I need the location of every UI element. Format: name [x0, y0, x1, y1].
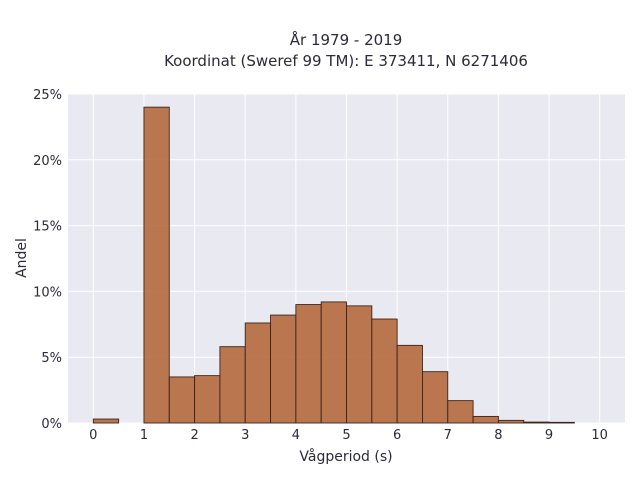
- bars: [92, 106, 575, 424]
- x-axis-label: Vågperiod (s): [299, 448, 392, 465]
- histogram-bar: [497, 419, 525, 424]
- y-axis-label: Andel: [14, 238, 30, 278]
- x-tick-label: 9: [545, 428, 553, 443]
- histogram-bar: [422, 371, 449, 424]
- x-tick-label: 2: [190, 428, 198, 443]
- histogram-bar: [472, 415, 499, 424]
- histogram-bar: [270, 314, 297, 424]
- histogram-bar: [371, 318, 398, 424]
- histogram-bar: [396, 344, 423, 424]
- histogram-bar: [92, 418, 120, 424]
- x-tick-label: 3: [241, 428, 249, 443]
- histogram-bar: [143, 106, 170, 424]
- x-tick-label: 7: [444, 428, 452, 443]
- x-tick-label: 4: [292, 428, 300, 443]
- histogram-bar: [295, 304, 322, 424]
- histogram-bar: [346, 305, 373, 424]
- x-tick-label: 6: [393, 428, 401, 443]
- y-tick-label: 15%: [33, 220, 62, 235]
- y-tick-label: 20%: [33, 154, 62, 169]
- x-tick-label: 8: [494, 428, 502, 443]
- x-tick-label: 0: [89, 428, 97, 443]
- y-tick-labels: 0% 5% 10% 15% 20% 25%: [33, 88, 62, 432]
- histogram-bar: [447, 400, 474, 424]
- x-tick-label: 5: [342, 428, 350, 443]
- x-tick-labels: 0 1 2 3 4 5 6 7 8 9 10: [89, 428, 608, 443]
- histogram-bar: [244, 322, 271, 424]
- chart-subtitle: Koordinat (Sweref 99 TM): E 373411, N 62…: [164, 52, 528, 70]
- histogram-bar: [523, 421, 550, 424]
- y-tick-label: 0%: [41, 417, 62, 432]
- y-tick-label: 25%: [33, 88, 62, 103]
- x-tick-label: 1: [140, 428, 148, 443]
- histogram-bar: [219, 346, 246, 424]
- y-tick-label: 5%: [41, 351, 62, 366]
- histogram-bar: [194, 375, 221, 424]
- histogram-bar: [320, 301, 347, 424]
- histogram-bar: [548, 421, 575, 424]
- y-tick-label: 10%: [33, 285, 62, 300]
- histogram-bar: [168, 376, 196, 424]
- x-tick-label: 10: [591, 428, 608, 443]
- chart-title: År 1979 - 2019: [290, 30, 403, 49]
